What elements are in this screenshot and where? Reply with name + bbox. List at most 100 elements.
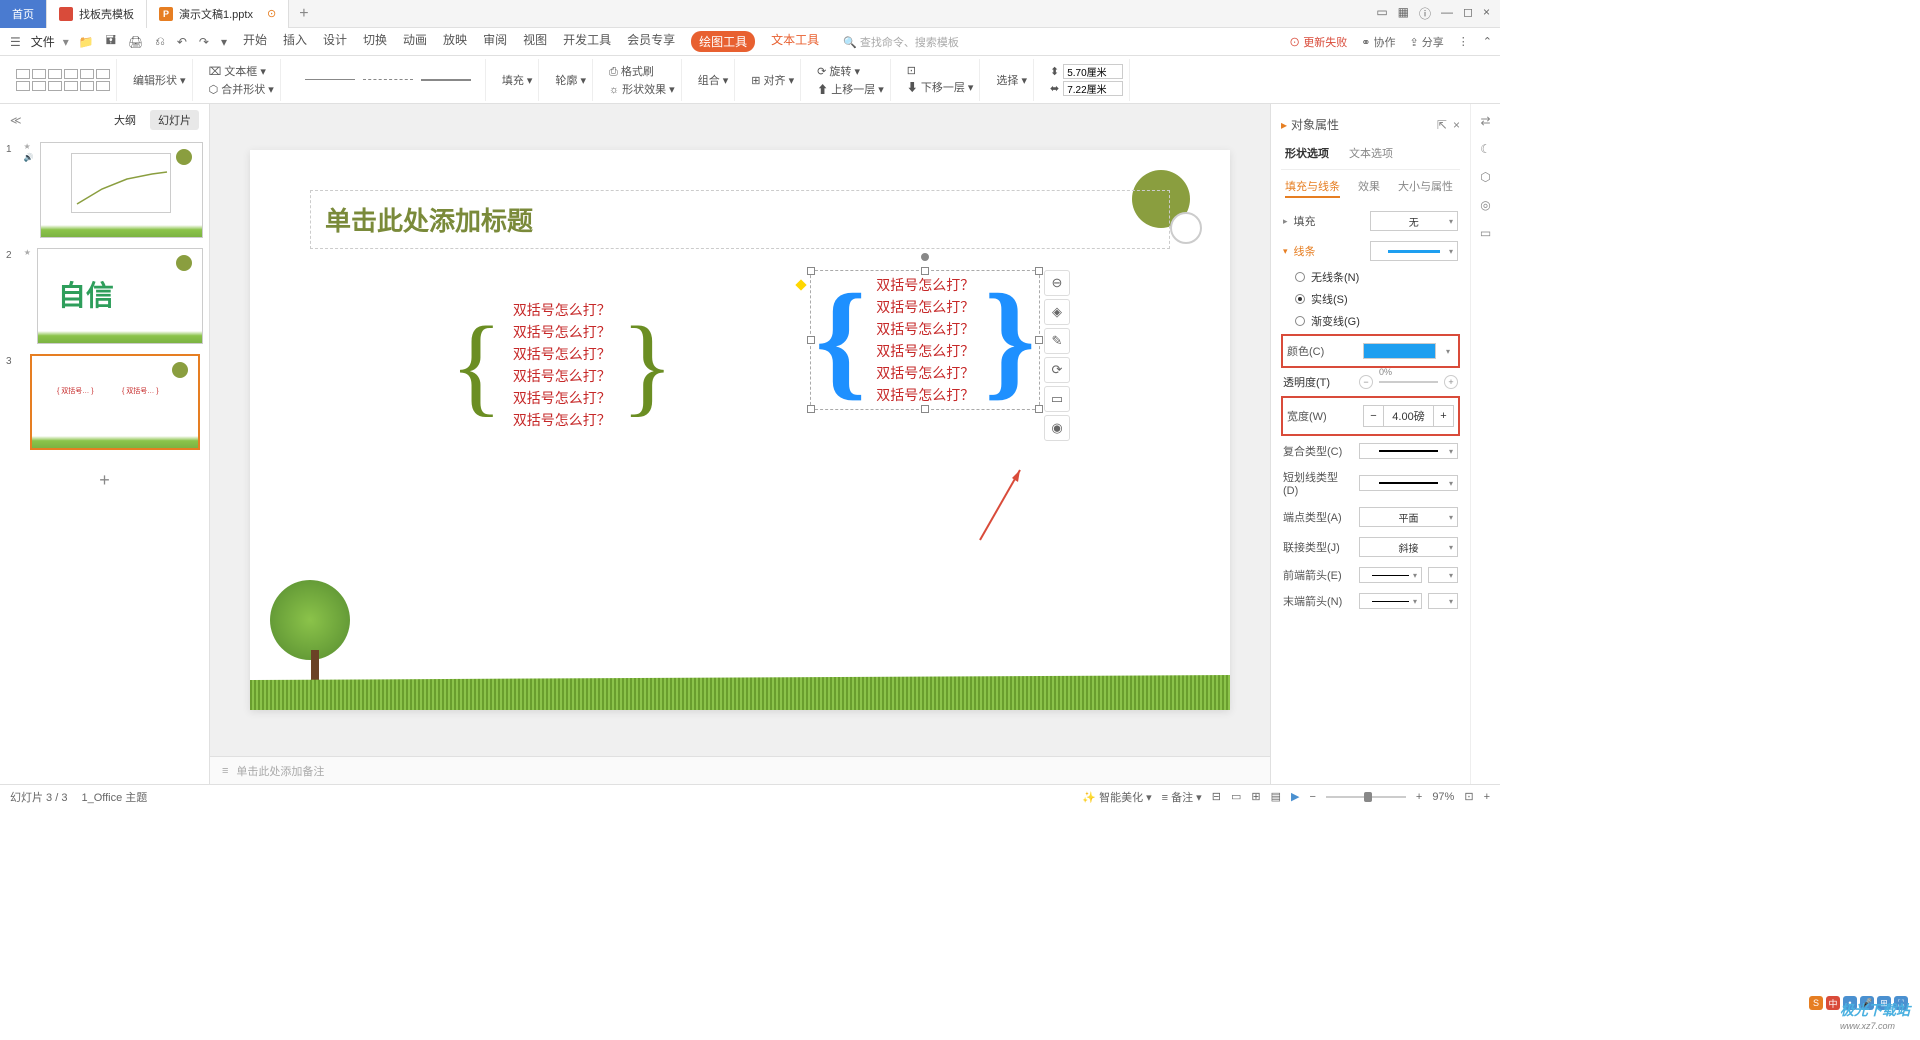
- layout-icon[interactable]: ▭: [1376, 5, 1387, 22]
- view-normal-icon[interactable]: ▭: [1231, 790, 1241, 803]
- view-sorter-icon[interactable]: ⊞: [1251, 790, 1260, 803]
- opacity-minus[interactable]: −: [1359, 375, 1373, 389]
- width-plus[interactable]: +: [1433, 406, 1453, 426]
- fill-button[interactable]: 填充 ▾: [502, 72, 533, 88]
- slide-canvas[interactable]: 单击此处添加标题 { 双括号怎么打？双括号怎么打？双括号怎么打？双括号怎么打？双…: [250, 150, 1230, 710]
- beautify-button[interactable]: ✨ 智能美化 ▾: [1082, 789, 1151, 805]
- view-slideshow-icon[interactable]: ▶: [1291, 790, 1299, 803]
- shape-options-tab[interactable]: 形状选项: [1285, 145, 1329, 161]
- notes-toggle[interactable]: ≡ 备注 ▾: [1162, 789, 1202, 805]
- expand-button[interactable]: +: [1484, 791, 1490, 803]
- slides-tab[interactable]: 幻灯片: [150, 110, 199, 130]
- compound-select[interactable]: ▾: [1359, 443, 1458, 459]
- float-rect-button[interactable]: ▭: [1044, 386, 1070, 412]
- width-input[interactable]: [1063, 81, 1123, 96]
- tab-start[interactable]: 开始: [243, 31, 267, 52]
- arrow-start-select[interactable]: ▾: [1359, 567, 1422, 583]
- tab-review[interactable]: 审阅: [483, 31, 507, 52]
- info-icon[interactable]: ⓘ: [1419, 5, 1431, 22]
- taskpane-button[interactable]: ⊡: [907, 64, 974, 77]
- file-menu[interactable]: 文件: [31, 33, 55, 50]
- side-swap-icon[interactable]: ⇄: [1480, 114, 1490, 128]
- select-button[interactable]: 选择 ▾: [996, 72, 1027, 88]
- merge-shape-button[interactable]: ⬡ 合并形状 ▾: [209, 81, 274, 97]
- effect-subtab[interactable]: 效果: [1358, 178, 1380, 198]
- height-input[interactable]: [1063, 64, 1123, 79]
- add-tab-button[interactable]: +: [289, 5, 318, 23]
- zoom-in[interactable]: +: [1416, 791, 1422, 803]
- tab-transition[interactable]: 切换: [363, 31, 387, 52]
- tab-templates[interactable]: 找板壳模板: [47, 0, 147, 28]
- bracket-group-right-selected[interactable]: { 双括号怎么打？双括号怎么打？双括号怎么打？双括号怎么打？双括号怎么打？双括号…: [810, 270, 1040, 410]
- arrow-end-select[interactable]: ▾: [1359, 593, 1422, 609]
- float-layer-button[interactable]: ◈: [1044, 299, 1070, 325]
- share-button[interactable]: ⇪ 分享: [1410, 34, 1444, 50]
- float-rotate-button[interactable]: ⟳: [1044, 357, 1070, 383]
- title-placeholder[interactable]: 单击此处添加标题: [310, 190, 1170, 249]
- redo-icon[interactable]: ↷: [197, 33, 211, 51]
- side-target-icon[interactable]: ◎: [1480, 198, 1490, 212]
- save-icon[interactable]: 🖬: [104, 29, 118, 54]
- comments-toggle[interactable]: ⊟: [1212, 790, 1221, 803]
- opacity-slider[interactable]: 0%: [1379, 381, 1438, 383]
- outline-tab[interactable]: 大纲: [106, 110, 144, 130]
- arrow-start-size[interactable]: ▾: [1428, 567, 1458, 583]
- collapse-thumbs[interactable]: ≪: [10, 114, 22, 127]
- format-painter-button[interactable]: ⎙ 格式刷: [609, 63, 675, 79]
- float-collapse-button[interactable]: ⊖: [1044, 270, 1070, 296]
- collapse-ribbon[interactable]: ⌃: [1483, 35, 1492, 48]
- radio-solid-line[interactable]: 实线(S): [1281, 288, 1460, 310]
- radio-no-line[interactable]: 无线条(N): [1281, 266, 1460, 288]
- tab-draw-tools[interactable]: 绘图工具: [691, 31, 755, 52]
- move-down-button[interactable]: ⬇ 下移一层 ▾: [907, 79, 974, 95]
- shape-effect-button[interactable]: ☼ 形状效果 ▾: [609, 81, 675, 97]
- close-button[interactable]: ×: [1483, 5, 1490, 22]
- tab-text-tools[interactable]: 文本工具: [771, 31, 819, 52]
- shape-gallery[interactable]: [16, 69, 110, 91]
- zoom-slider[interactable]: [1326, 796, 1406, 798]
- line-style-gallery[interactable]: [291, 59, 486, 101]
- tab-document[interactable]: P 演示文稿1.pptx ⊙: [147, 0, 289, 28]
- print-icon[interactable]: 🖨: [126, 33, 145, 51]
- line-preview-select[interactable]: ▾: [1370, 241, 1458, 261]
- update-failed[interactable]: ⊙ 更新失败: [1289, 34, 1347, 50]
- slide-thumb-1[interactable]: [40, 142, 204, 238]
- maximize-button[interactable]: ◻: [1463, 5, 1473, 22]
- slide-thumb-2[interactable]: 自信: [37, 248, 203, 344]
- group-button[interactable]: 组合 ▾: [698, 72, 729, 88]
- radio-gradient-line[interactable]: 渐变线(G): [1281, 310, 1460, 332]
- tab-animation[interactable]: 动画: [403, 31, 427, 52]
- width-spinner[interactable]: − 4.00磅 +: [1363, 405, 1454, 427]
- outline-button[interactable]: 轮廓 ▾: [555, 72, 586, 88]
- fit-button[interactable]: ⊡: [1464, 790, 1473, 803]
- tab-member[interactable]: 会员专享: [627, 31, 675, 52]
- search-box[interactable]: 🔍 查找命令、搜索模板: [843, 34, 959, 50]
- align-button[interactable]: ⊞ 对齐 ▾: [751, 72, 794, 88]
- float-idea-button[interactable]: ◉: [1044, 415, 1070, 441]
- arrow-end-size[interactable]: ▾: [1428, 593, 1458, 609]
- tab-design[interactable]: 设计: [323, 31, 347, 52]
- pin-icon[interactable]: ⇱: [1437, 118, 1447, 132]
- bracket-group-left[interactable]: { 双括号怎么打？双括号怎么打？双括号怎么打？双括号怎么打？双括号怎么打？双括号…: [450, 300, 674, 430]
- preview-icon[interactable]: ⎌: [153, 32, 167, 51]
- add-slide-button[interactable]: +: [6, 460, 203, 501]
- zoom-out[interactable]: −: [1309, 791, 1315, 803]
- side-moon-icon[interactable]: ☾: [1480, 142, 1491, 156]
- dash-select[interactable]: ▾: [1359, 475, 1458, 491]
- expand-fill-icon[interactable]: ▸: [1283, 216, 1288, 227]
- grid-icon[interactable]: ▦: [1398, 5, 1409, 22]
- textbox-button[interactable]: ⌧ 文本框 ▾: [209, 63, 274, 79]
- tab-view[interactable]: 视图: [523, 31, 547, 52]
- color-picker[interactable]: [1363, 343, 1436, 359]
- close-panel-icon[interactable]: ×: [1453, 118, 1460, 132]
- fill-select[interactable]: 无▾: [1370, 211, 1458, 231]
- hamburger-icon[interactable]: ☰: [8, 33, 23, 51]
- cap-select[interactable]: 平面▾: [1359, 507, 1458, 527]
- zoom-value[interactable]: 97%: [1432, 791, 1454, 803]
- open-icon[interactable]: 📁: [77, 33, 96, 51]
- text-options-tab[interactable]: 文本选项: [1349, 145, 1393, 161]
- undo-icon[interactable]: ↶: [175, 33, 189, 51]
- float-edit-button[interactable]: ✎: [1044, 328, 1070, 354]
- tab-insert[interactable]: 插入: [283, 31, 307, 52]
- view-reading-icon[interactable]: ▤: [1271, 790, 1281, 803]
